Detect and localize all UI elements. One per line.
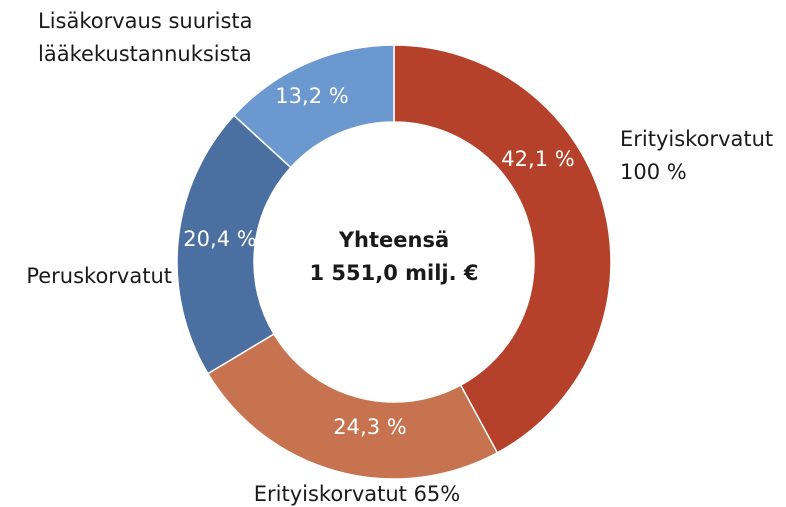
donut-segment <box>206 332 499 480</box>
center-label: Yhteensä <box>338 228 449 252</box>
value-label: 13,2 % <box>275 84 348 108</box>
category-label: Lisäkorvaus suurista <box>38 9 253 33</box>
category-label: Peruskorvatut <box>26 264 172 288</box>
center-label: 1 551,0 milj. € <box>309 261 478 285</box>
category-label: 100 % <box>620 160 687 184</box>
value-label: 20,4 % <box>183 227 256 251</box>
category-label: Erityiskorvatut <box>620 127 773 151</box>
donut-segment <box>232 44 395 169</box>
category-label: Erityiskorvatut 65% <box>254 482 461 506</box>
category-label: lääkekustannuksista <box>38 42 252 66</box>
donut-segment <box>393 44 612 454</box>
value-label: 24,3 % <box>333 415 406 439</box>
value-label: 42,1 % <box>501 147 574 171</box>
